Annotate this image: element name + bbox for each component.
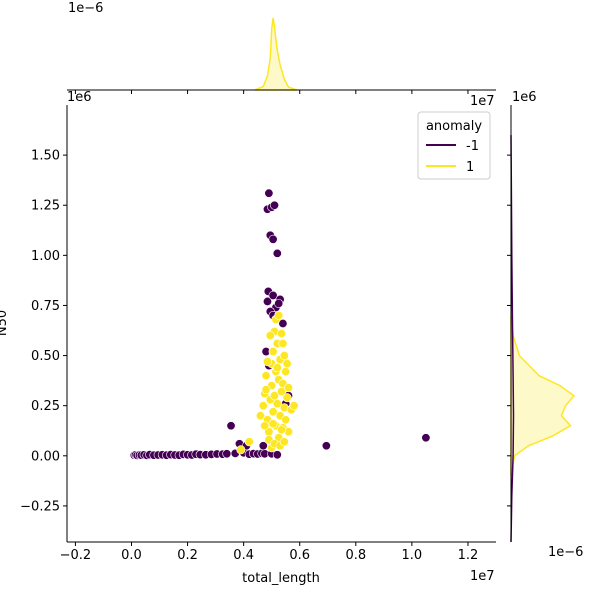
right-marginal-density: [507, 105, 576, 543]
scatter-point-anomaly: [269, 200, 279, 210]
axes: [66, 105, 496, 543]
y-tick-label: 0.00: [31, 449, 60, 464]
top-marginal-density: [67, 17, 496, 94]
x-tick-label: −0.2: [60, 548, 92, 563]
scatter-point-anomaly: [421, 433, 431, 443]
legend-title: anomaly: [426, 119, 482, 134]
scatter-point-anomaly: [258, 441, 268, 451]
y-tick-label: 1.00: [31, 249, 60, 264]
scatter-point-anomaly: [268, 234, 278, 244]
right-marginal-area: [510, 315, 576, 476]
scatter-point-normal: [269, 391, 279, 401]
scatter-point-normal: [282, 359, 292, 369]
scatter-point-anomaly: [321, 441, 331, 451]
scatter-point-normal: [255, 411, 265, 421]
y-axis-scale-label: 1e6: [67, 90, 92, 105]
scatter-point-anomaly: [222, 449, 232, 459]
scatter-point-normal: [284, 383, 294, 393]
scatter-point-normal: [276, 425, 286, 435]
scatter-point-anomaly: [278, 318, 288, 328]
x-tick-label: 1.2: [458, 548, 479, 563]
scatter-point-anomaly: [272, 248, 282, 258]
y-tick-label: 0.50: [31, 349, 60, 364]
scatter-point-normal: [276, 329, 286, 339]
scatter-point-normal: [261, 371, 271, 381]
top-marginal-scale-label: 1e−6: [68, 1, 103, 16]
x-tick-label: 0.4: [233, 548, 254, 563]
scatter-point-normal: [260, 421, 270, 431]
scatter-point-normal: [258, 401, 268, 411]
x-tick-label: 0.2: [177, 548, 198, 563]
x-axis-scale-label: 1e7: [470, 569, 495, 584]
x-ticks: −0.2 0.0 0.2 0.4 0.6 0.8 1.0 1.2: [60, 542, 479, 563]
y-tick-label: 1.50: [31, 149, 60, 164]
scatter-point-normal: [274, 310, 284, 320]
y-axis-label: N50: [0, 310, 10, 336]
right-marginal-top-label: 1e6: [512, 90, 537, 105]
top-marginal-right-label: 1e7: [470, 94, 495, 109]
x-tick-label: 0.6: [289, 548, 310, 563]
scatter-point-normal: [268, 407, 278, 417]
scatter-point-anomaly: [262, 296, 272, 306]
y-tick-label: 0.75: [31, 299, 60, 314]
scatter-point-normal: [279, 351, 289, 361]
legend-label-0: -1: [466, 139, 479, 154]
scatter-point-normal: [279, 437, 289, 447]
x-tick-label: 0.8: [345, 548, 366, 563]
scatter-point-anomaly: [226, 421, 236, 431]
scatter-point-anomaly: [274, 298, 284, 308]
scatter-point-normal: [262, 357, 272, 367]
scatter-point-normal: [268, 347, 278, 357]
scatter-point-anomaly: [264, 188, 274, 198]
scatter-point-normal: [289, 401, 299, 411]
x-tick-label: 1.0: [402, 548, 423, 563]
right-marginal-scale-label: 1e−6: [548, 545, 583, 560]
scatter-point-anomaly: [272, 450, 282, 460]
right-marginal-anomaly-line: [510, 135, 515, 543]
y-ticks: −0.25 0.00 0.25 0.50 0.75 1.00 1.25 1.50: [20, 149, 67, 514]
y-tick-label: 1.25: [31, 199, 60, 214]
scatter-point-normal: [265, 331, 275, 341]
scatter-point-normal: [278, 339, 288, 349]
legend: anomaly -1 1: [417, 111, 491, 180]
y-tick-label: −0.25: [20, 499, 60, 514]
scatter-points: [129, 188, 431, 460]
scatter-point-normal: [244, 437, 254, 447]
main-scatter-plot: −0.2 0.0 0.2 0.4 0.6 0.8 1.0 1.2 −0.25 0.00 0.25 0…: [0, 90, 496, 586]
scatter-point-normal: [272, 363, 282, 373]
x-axis-label: total_length: [242, 571, 320, 586]
scatter-point-normal: [281, 415, 291, 425]
scatter-point-normal: [268, 419, 278, 429]
scatter-point-anomaly: [268, 290, 278, 300]
x-tick-label: 0.0: [121, 548, 142, 563]
top-marginal-area: [254, 17, 298, 91]
legend-label-1: 1: [466, 160, 474, 175]
scatter-point-normal: [281, 367, 291, 377]
scatter-point-normal: [282, 393, 292, 403]
scatter-point-normal: [272, 399, 282, 409]
y-tick-label: 0.25: [31, 399, 60, 414]
scatter-point-normal: [236, 445, 246, 455]
scatter-point-normal: [261, 385, 271, 395]
